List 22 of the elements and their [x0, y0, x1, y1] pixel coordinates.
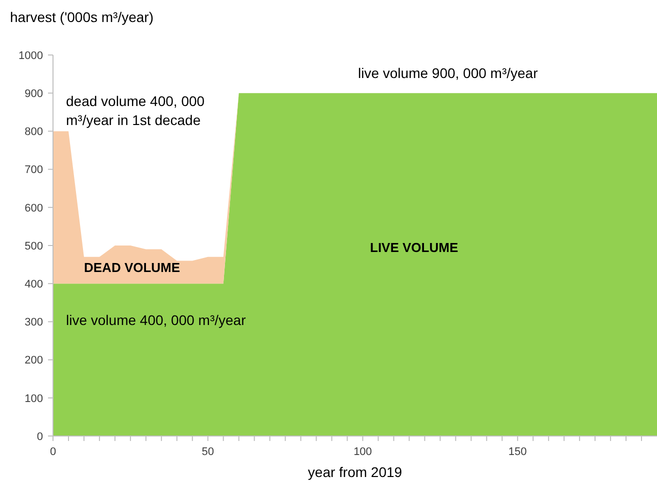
y-tick-label: 0: [36, 430, 43, 443]
annotation: dead volume 400, 000 m³/year in 1st decade: [66, 93, 205, 128]
annotation: live volume 900, 000 m³/year: [358, 65, 538, 81]
y-tick-label: 100: [24, 392, 43, 405]
y-tick-label: 600: [24, 202, 43, 214]
x-axis-title: year from 2019: [308, 464, 402, 480]
annotation: LIVE VOLUME: [370, 240, 458, 255]
y-tick-label: 1000: [18, 50, 43, 62]
x-tick-label: 50: [202, 446, 214, 458]
y-tick-label: 400: [24, 278, 43, 290]
x-tick-label: 100: [354, 446, 372, 458]
y-axis-title: harvest ('000s m³/year): [10, 9, 154, 25]
y-tick-label: 500: [24, 240, 43, 252]
y-tick-label: 900: [24, 88, 43, 100]
x-tick-label: 0: [50, 446, 56, 458]
y-tick-label: 200: [24, 354, 43, 367]
y-tick-label: 300: [24, 316, 43, 329]
annotation: live volume 400, 000 m³/year: [66, 312, 246, 328]
y-tick-label: 800: [24, 126, 43, 138]
annotation: DEAD VOLUME: [84, 260, 180, 275]
x-tick-label: 150: [508, 446, 527, 458]
y-tick-label: 700: [24, 164, 43, 176]
